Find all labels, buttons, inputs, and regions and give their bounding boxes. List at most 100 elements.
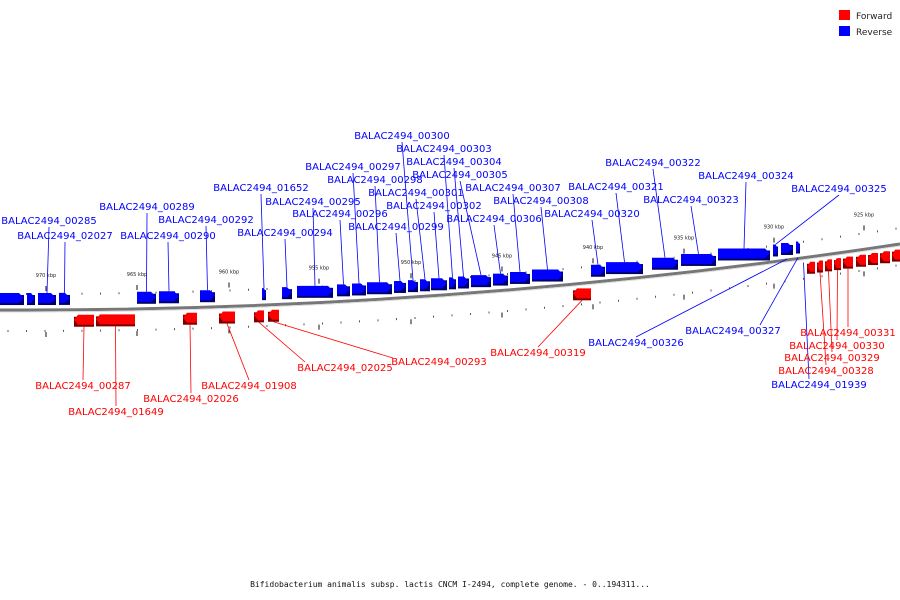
gene-label: BALAC2494_00306 — [446, 214, 541, 225]
leader-line — [512, 193, 521, 272]
gene-body — [843, 256, 853, 267]
gene-label: BALAC2494_00293 — [391, 357, 486, 368]
gene-label: BALAC2494_00307 — [465, 183, 560, 194]
gene-body — [868, 253, 878, 264]
leader-line — [743, 181, 747, 249]
forward-gene — [573, 288, 591, 301]
leader-line — [273, 321, 394, 359]
gene-body — [254, 310, 264, 321]
gene-body — [200, 290, 215, 301]
gene-label: BALAC2494_00305 — [412, 170, 507, 181]
reverse-gene — [493, 273, 508, 286]
scale-tick-label: 940 kbp — [583, 245, 603, 251]
gene-body — [856, 254, 866, 265]
leader-line — [260, 193, 265, 289]
gene-body — [825, 259, 832, 270]
legend-swatch-reverse — [839, 26, 850, 36]
gene-label: BALAC2494_00287 — [35, 381, 130, 392]
gene-label: BALAC2494_00325 — [791, 184, 886, 195]
reverse-gene — [591, 264, 605, 277]
reverse-gene — [420, 279, 430, 292]
forward-gene — [843, 256, 853, 269]
leader-line — [146, 212, 148, 292]
leader-line — [167, 241, 170, 292]
reverse-gene — [606, 262, 643, 275]
gene-body — [262, 288, 266, 299]
forward-gene — [219, 311, 235, 324]
gene-label: BALAC2494_00326 — [588, 338, 683, 349]
legend-label-reverse: Reverse — [856, 28, 893, 38]
gene-body — [431, 278, 447, 289]
scale-tick-label: 955 kbp — [309, 266, 329, 272]
leader-line — [828, 271, 833, 353]
leader-line — [537, 300, 583, 348]
gene-label: BALAC2494_00297 — [305, 162, 400, 173]
reverse-gene — [38, 293, 56, 306]
gene-label: BALAC2494_00300 — [354, 131, 449, 142]
gene-body — [337, 284, 350, 295]
leader-line — [415, 198, 426, 280]
leader-line — [352, 172, 360, 284]
gene-label: BALAC2494_00301 — [368, 188, 463, 199]
leader-line — [395, 232, 401, 281]
reverse-gene — [510, 271, 530, 284]
gene-label: BALAC2494_00321 — [568, 182, 663, 193]
gene-body — [0, 293, 24, 304]
leader-line — [401, 141, 414, 281]
reverse-gene — [159, 291, 179, 304]
gene-label: BALAC2494_00295 — [265, 197, 360, 208]
gene-label: BALAC2494_01939 — [771, 380, 866, 391]
gene-body — [880, 251, 890, 262]
gene-body — [817, 260, 823, 271]
gene-body — [159, 291, 179, 302]
reverse-gene — [27, 293, 35, 306]
leader-line — [82, 326, 85, 381]
gene-label: BALAC2494_00328 — [778, 366, 873, 377]
forward-gene — [96, 314, 135, 327]
scale-tick-label: 935 kbp — [674, 236, 694, 242]
leader-line — [690, 205, 699, 255]
leader-line — [339, 219, 344, 285]
gene-label: BALAC2494_00296 — [292, 209, 387, 220]
gene-label: BALAC2494_00320 — [544, 209, 639, 220]
gene-body — [606, 262, 643, 273]
leader-line — [459, 180, 482, 276]
scale-tick-label: 970 kbp — [36, 273, 56, 279]
leader-line — [635, 258, 788, 338]
leader-line — [775, 194, 840, 245]
leader-line — [819, 272, 827, 366]
gene-labels: BALAC2494_00285 BALAC2494_02027 BALAC2494_… — [1, 131, 895, 418]
gene-body — [796, 241, 800, 252]
gene-label: BALAC2494_00302 — [386, 201, 481, 212]
gene-body — [137, 291, 156, 302]
gene-label: BALAC2494_00298 — [327, 175, 422, 186]
gene-body — [718, 248, 770, 259]
leader-line — [759, 257, 799, 326]
gene-label: BALAC2494_00327 — [685, 326, 780, 337]
reverse-gene — [59, 292, 70, 305]
reverse-gene — [532, 269, 563, 282]
leader-line — [803, 262, 810, 380]
leader-line — [115, 326, 117, 407]
forward-gene — [268, 309, 279, 322]
gene-body — [219, 311, 235, 322]
gene-body — [297, 285, 333, 296]
reverse-gene — [394, 280, 406, 293]
gene-body — [681, 253, 716, 264]
leader-line — [64, 241, 66, 293]
reverse-gene — [458, 276, 469, 289]
leader-line — [46, 226, 50, 294]
gene-label: BALAC2494_00294 — [237, 228, 332, 239]
reverse-gene — [297, 285, 333, 298]
forward-gene — [74, 314, 94, 327]
gene-body — [652, 257, 678, 268]
reverse-gene — [652, 257, 678, 270]
leader-line — [205, 225, 208, 291]
gene-body — [408, 280, 418, 291]
gene-label: BALAC2494_00285 — [1, 216, 96, 227]
gene-label: BALAC2494_00292 — [158, 215, 253, 226]
leader-line — [453, 167, 464, 277]
gene-body — [532, 269, 563, 280]
gene-body — [282, 287, 292, 298]
gene-body — [420, 279, 430, 290]
